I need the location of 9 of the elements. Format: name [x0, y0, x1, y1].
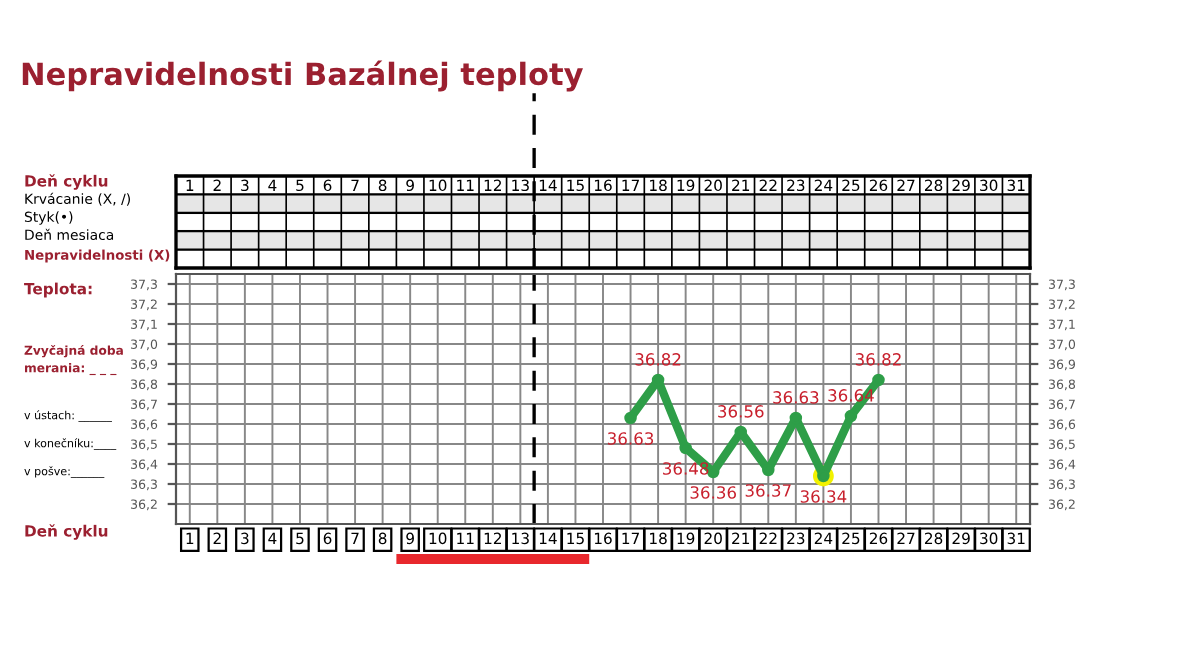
data-label: 36.82 [855, 353, 901, 366]
data-label: 36.37 [745, 484, 791, 497]
data-label: 36.36 [690, 486, 736, 499]
data-label: 36.34 [800, 490, 847, 503]
chart-title: Nepravidelnosti Bazálnej teploty [22, 60, 583, 92]
data-label: 36.63 [773, 391, 819, 404]
data-label: 36.63 [607, 432, 654, 445]
data-label: 36.56 [718, 405, 764, 418]
data-label: 36.82 [635, 353, 681, 366]
